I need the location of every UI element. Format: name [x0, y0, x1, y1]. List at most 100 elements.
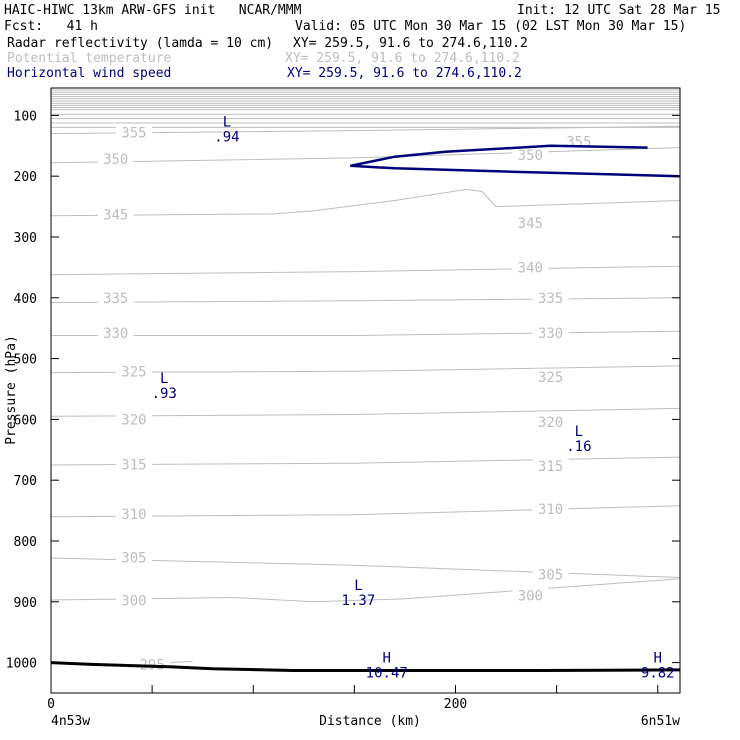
isentrope-label: 320 — [538, 415, 563, 431]
extremum-value: 9.82 — [641, 666, 675, 682]
plot-frame — [50, 87, 681, 694]
isentrope-label-bg — [115, 506, 152, 521]
isentrope-305 — [50, 557, 681, 578]
isentrope-label: 335 — [538, 291, 563, 307]
extremum-l-symbol: L — [575, 424, 583, 440]
isentrope-label-bg — [532, 368, 569, 383]
theta-isentropes: 355 355 350 350 345 345 340 335 335 330 330 325 325 3… — [50, 124, 681, 673]
isentrope-label: 310 — [121, 507, 146, 523]
isentrope-label-bg — [512, 259, 549, 274]
isentrope-label: 325 — [121, 364, 146, 380]
isentrope-label: 350 — [518, 148, 543, 164]
extremum-h-symbol: H — [383, 651, 391, 667]
isentrope-label: 320 — [121, 412, 146, 428]
wind-contour-line — [350, 144, 681, 178]
isentrope-label: 345 — [518, 216, 543, 232]
isentrope-320 — [50, 407, 681, 417]
isentrope-label-bg — [115, 549, 152, 564]
y-tick-label: 100 — [14, 109, 37, 124]
isentrope-label: 350 — [103, 152, 128, 168]
isentrope-label-bg — [115, 363, 152, 378]
extremum-l-symbol: L — [160, 371, 168, 387]
isentrope-label-bg — [532, 458, 569, 473]
isentrope-label: 300 — [121, 594, 146, 610]
y-tick-label: 200 — [14, 170, 37, 185]
isentrope-label-bg — [97, 325, 134, 340]
extremum-l-symbol: L — [223, 114, 231, 130]
isentrope-label-bg — [512, 146, 549, 161]
y-tick-label: 800 — [14, 535, 37, 550]
field-reflectivity-label: Radar reflectivity (lamda = 10 cm) — [7, 36, 274, 51]
isentrope-335 — [50, 297, 681, 304]
y-tick-label: 900 — [14, 596, 37, 611]
valid-time: Valid: 05 UTC Mon 30 Mar 15 (02 LST Mon … — [295, 19, 687, 34]
isentrope-label-bg — [115, 124, 152, 139]
extremum-value: 1.37 — [342, 593, 376, 609]
isentrope-350 — [50, 147, 681, 164]
isentrope-label: 355 — [566, 135, 591, 151]
isentrope-label: 330 — [103, 326, 128, 342]
field-theta-xy: XY= 259.5, 91.6 to 274.6,110.2 — [285, 51, 520, 66]
isentrope-label: 325 — [538, 370, 563, 386]
isentrope-300 — [50, 578, 681, 603]
forecast-hour: Fcst: 41 h — [4, 19, 98, 34]
chart-title: HAIC-HIWC 13km ARW-GFS init NCAR/MMM — [4, 3, 302, 18]
isentrope-330 — [51, 330, 681, 336]
isentrope-label: 345 — [103, 207, 128, 223]
isentrope-label-bg — [97, 289, 134, 304]
isentrope-310 — [50, 505, 681, 518]
y-tick-label: 600 — [14, 413, 37, 428]
extremum-h-symbol: H — [654, 651, 662, 667]
y-tick-label: 300 — [14, 231, 37, 246]
x-axis-right-endpoint: 6n51w — [641, 714, 680, 729]
isentrope-label-bg — [560, 133, 597, 148]
isentrope-label: 315 — [538, 459, 563, 475]
init-time: Init: 12 UTC Sat 28 Mar 15 — [517, 3, 721, 18]
isentrope-label: 330 — [538, 326, 563, 342]
extremum-value: .94 — [214, 129, 239, 145]
upper-theta-band — [51, 89, 680, 128]
field-theta-label: Potential temperature — [7, 51, 172, 66]
field-reflectivity-xy: XY= 259.5, 91.6 to 274.6,110.2 — [293, 36, 528, 51]
isentrope-label-bg — [115, 456, 152, 471]
extremum-value: 10.47 — [366, 666, 408, 682]
y-axis-title: Pressure (hPa) — [4, 335, 19, 445]
isentrope-label-bg — [532, 289, 569, 304]
x-axis-left-endpoint: 4n53w — [51, 714, 90, 729]
isentrope-325 — [50, 365, 681, 374]
field-wind-label: Horizontal wind speed — [7, 66, 172, 81]
isentrope-340 — [50, 265, 681, 276]
isentrope-label: 340 — [518, 260, 543, 276]
isentrope-315 — [50, 456, 681, 466]
isentrope-label: 300 — [518, 589, 543, 605]
wind-speed-contour — [350, 144, 681, 178]
isentrope-label-bg — [97, 151, 134, 166]
isentrope-345 — [50, 188, 681, 217]
terrain-surface-line — [50, 661, 681, 672]
isentrope-label: 310 — [538, 502, 563, 518]
x-tick-label: 0 — [47, 697, 55, 712]
extremum-value: .93 — [152, 386, 177, 402]
isentrope-label: 315 — [121, 457, 146, 473]
axes: 100 200 300 400 500 600 700 800 900 1000 0 200 — [6, 109, 680, 712]
field-wind-xy: XY= 259.5, 91.6 to 274.6,110.2 — [287, 66, 522, 81]
y-tick-label: 700 — [14, 474, 37, 489]
y-tick-label: 400 — [14, 292, 37, 307]
isentrope-label-bg — [532, 325, 569, 340]
isentrope-label-bg — [532, 566, 569, 581]
isentrope-label-bg — [512, 587, 549, 602]
isentrope-label-bg — [115, 411, 152, 426]
isentrope-label: 305 — [121, 550, 146, 566]
isentrope-label-bg — [512, 214, 549, 229]
isentrope-label: 355 — [121, 125, 146, 141]
x-axis-title: Distance (km) — [319, 714, 421, 729]
terrain-line — [50, 661, 681, 672]
y-tick-label: 1000 — [6, 657, 37, 672]
isentrope-label-bg — [532, 413, 569, 428]
isentrope-label-bg — [115, 592, 152, 607]
extremum-value: .16 — [566, 439, 591, 455]
isentrope-355 — [50, 125, 681, 135]
extremum-l-symbol: L — [354, 578, 362, 594]
